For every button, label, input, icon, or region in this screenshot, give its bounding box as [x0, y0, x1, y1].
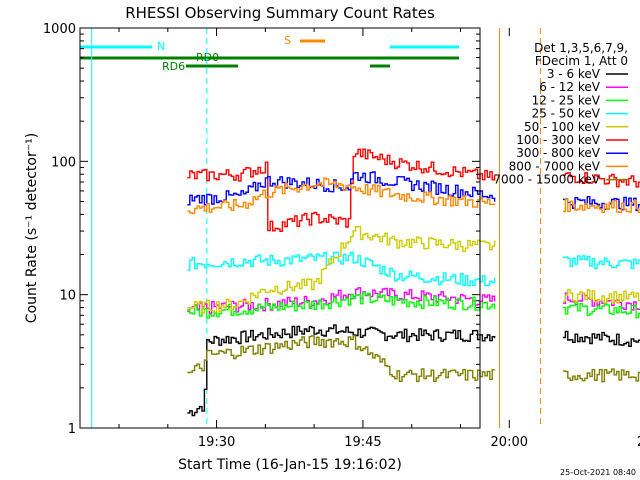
series-line — [562, 198, 640, 214]
legend-entry-label: 7000 - 15000 keV — [493, 173, 600, 187]
series-line — [187, 225, 496, 314]
flag-label-rd6: RD6 — [162, 60, 185, 73]
x-tick-label: 20:00 — [491, 435, 528, 450]
y-tick-label: 100 — [51, 155, 76, 170]
x-axis-label: Start Time (16-Jan-15 19:16:02) — [178, 457, 402, 473]
x-tick-label: 19:30 — [198, 435, 235, 450]
legend-entry-label: 6 - 12 keV — [539, 80, 601, 94]
series-25-50keV — [187, 251, 640, 287]
series-line — [562, 255, 640, 270]
plot-frame — [79, 27, 481, 429]
observing-flags: N S RD0 RD6 — [80, 34, 459, 73]
series-50-100keV — [187, 225, 640, 314]
series-line — [187, 324, 496, 417]
series-line — [562, 330, 640, 347]
y-tick-label: 1000 — [43, 22, 76, 37]
series-line — [187, 335, 496, 383]
x-tick-label: 19:45 — [344, 435, 381, 450]
series-800-7000keV — [187, 177, 640, 215]
y-tick-label: 10 — [59, 289, 76, 304]
flag-label-s: S — [284, 34, 291, 47]
y-axis-label: Count Rate (s⁻¹ detector⁻¹) — [24, 133, 40, 323]
series-line — [562, 172, 640, 188]
series-line — [562, 288, 640, 304]
footer-date: 25-Oct-2021 08:40 — [560, 468, 636, 477]
series-12-25keV — [187, 292, 640, 319]
legend-entry-label: 3 - 6 keV — [547, 67, 601, 81]
y-tick-label: 1 — [68, 422, 76, 437]
series-line — [562, 368, 640, 383]
x-tick-label: 20:15 — [637, 435, 640, 450]
series-layer — [187, 148, 640, 417]
series-line — [187, 251, 496, 287]
series-line — [562, 302, 640, 319]
legend-entry-label: 12 - 25 keV — [532, 93, 601, 107]
legend-header-line-1: Det 1,3,5,6,7,9, — [534, 41, 628, 55]
legend-entry-label: 25 - 50 keV — [532, 107, 601, 121]
series-100-300keV — [187, 148, 640, 232]
series-line — [187, 148, 496, 232]
legend-entry-label: 300 - 800 keV — [516, 146, 600, 160]
series-line — [187, 177, 496, 215]
legend-entry-label: 100 - 300 keV — [516, 133, 600, 147]
series-line — [187, 171, 496, 206]
legend: Det 1,3,5,6,7,9, FDecim 1, Att 0 3 - 6 k… — [493, 41, 628, 187]
legend-header-line-2: FDecim 1, Att 0 — [535, 54, 628, 68]
series-line — [187, 292, 496, 319]
series-line — [187, 287, 496, 314]
series-7000-15000keV — [187, 335, 640, 383]
flag-label-n: N — [157, 40, 165, 53]
legend-entry-label: 50 - 100 keV — [524, 120, 601, 134]
chart-title: RHESSI Observing Summary Count Rates — [125, 4, 435, 22]
legend-entry-label: 800 - 7000 keV — [509, 159, 601, 173]
flag-label-rd0: RD0 — [196, 51, 219, 64]
series-3-6keV — [187, 324, 640, 417]
